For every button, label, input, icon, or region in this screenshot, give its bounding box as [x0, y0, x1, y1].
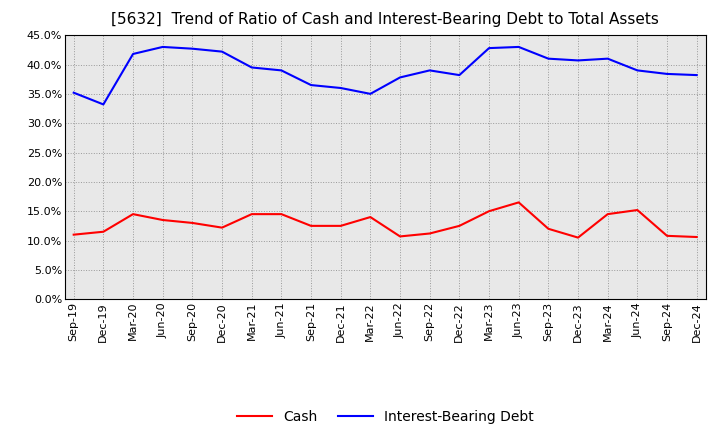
- Interest-Bearing Debt: [336, 85, 345, 91]
- Cash: [455, 223, 464, 228]
- Interest-Bearing Debt: [455, 73, 464, 78]
- Cash: [307, 223, 315, 228]
- Interest-Bearing Debt: [248, 65, 256, 70]
- Cash: [99, 229, 108, 235]
- Interest-Bearing Debt: [603, 56, 612, 61]
- Cash: [69, 232, 78, 237]
- Interest-Bearing Debt: [544, 56, 553, 61]
- Title: [5632]  Trend of Ratio of Cash and Interest-Bearing Debt to Total Assets: [5632] Trend of Ratio of Cash and Intere…: [112, 12, 659, 27]
- Line: Cash: Cash: [73, 202, 697, 238]
- Interest-Bearing Debt: [514, 44, 523, 50]
- Cash: [188, 220, 197, 226]
- Interest-Bearing Debt: [129, 51, 138, 57]
- Cash: [396, 234, 405, 239]
- Interest-Bearing Debt: [485, 45, 493, 51]
- Interest-Bearing Debt: [366, 91, 374, 96]
- Cash: [217, 225, 226, 230]
- Cash: [277, 212, 286, 217]
- Interest-Bearing Debt: [574, 58, 582, 63]
- Interest-Bearing Debt: [277, 68, 286, 73]
- Interest-Bearing Debt: [158, 44, 167, 50]
- Interest-Bearing Debt: [396, 75, 405, 80]
- Interest-Bearing Debt: [99, 102, 108, 107]
- Legend: Cash, Interest-Bearing Debt: Cash, Interest-Bearing Debt: [231, 404, 539, 429]
- Cash: [366, 214, 374, 220]
- Cash: [574, 235, 582, 240]
- Interest-Bearing Debt: [426, 68, 434, 73]
- Interest-Bearing Debt: [693, 73, 701, 78]
- Cash: [336, 223, 345, 228]
- Cash: [633, 207, 642, 213]
- Interest-Bearing Debt: [633, 68, 642, 73]
- Cash: [603, 212, 612, 217]
- Line: Interest-Bearing Debt: Interest-Bearing Debt: [73, 47, 697, 104]
- Cash: [158, 217, 167, 223]
- Cash: [248, 212, 256, 217]
- Cash: [544, 226, 553, 231]
- Cash: [514, 200, 523, 205]
- Interest-Bearing Debt: [188, 46, 197, 51]
- Interest-Bearing Debt: [217, 49, 226, 54]
- Interest-Bearing Debt: [307, 82, 315, 88]
- Cash: [129, 212, 138, 217]
- Cash: [426, 231, 434, 236]
- Interest-Bearing Debt: [69, 90, 78, 95]
- Interest-Bearing Debt: [662, 71, 671, 77]
- Cash: [693, 235, 701, 240]
- Cash: [662, 233, 671, 238]
- Cash: [485, 209, 493, 214]
